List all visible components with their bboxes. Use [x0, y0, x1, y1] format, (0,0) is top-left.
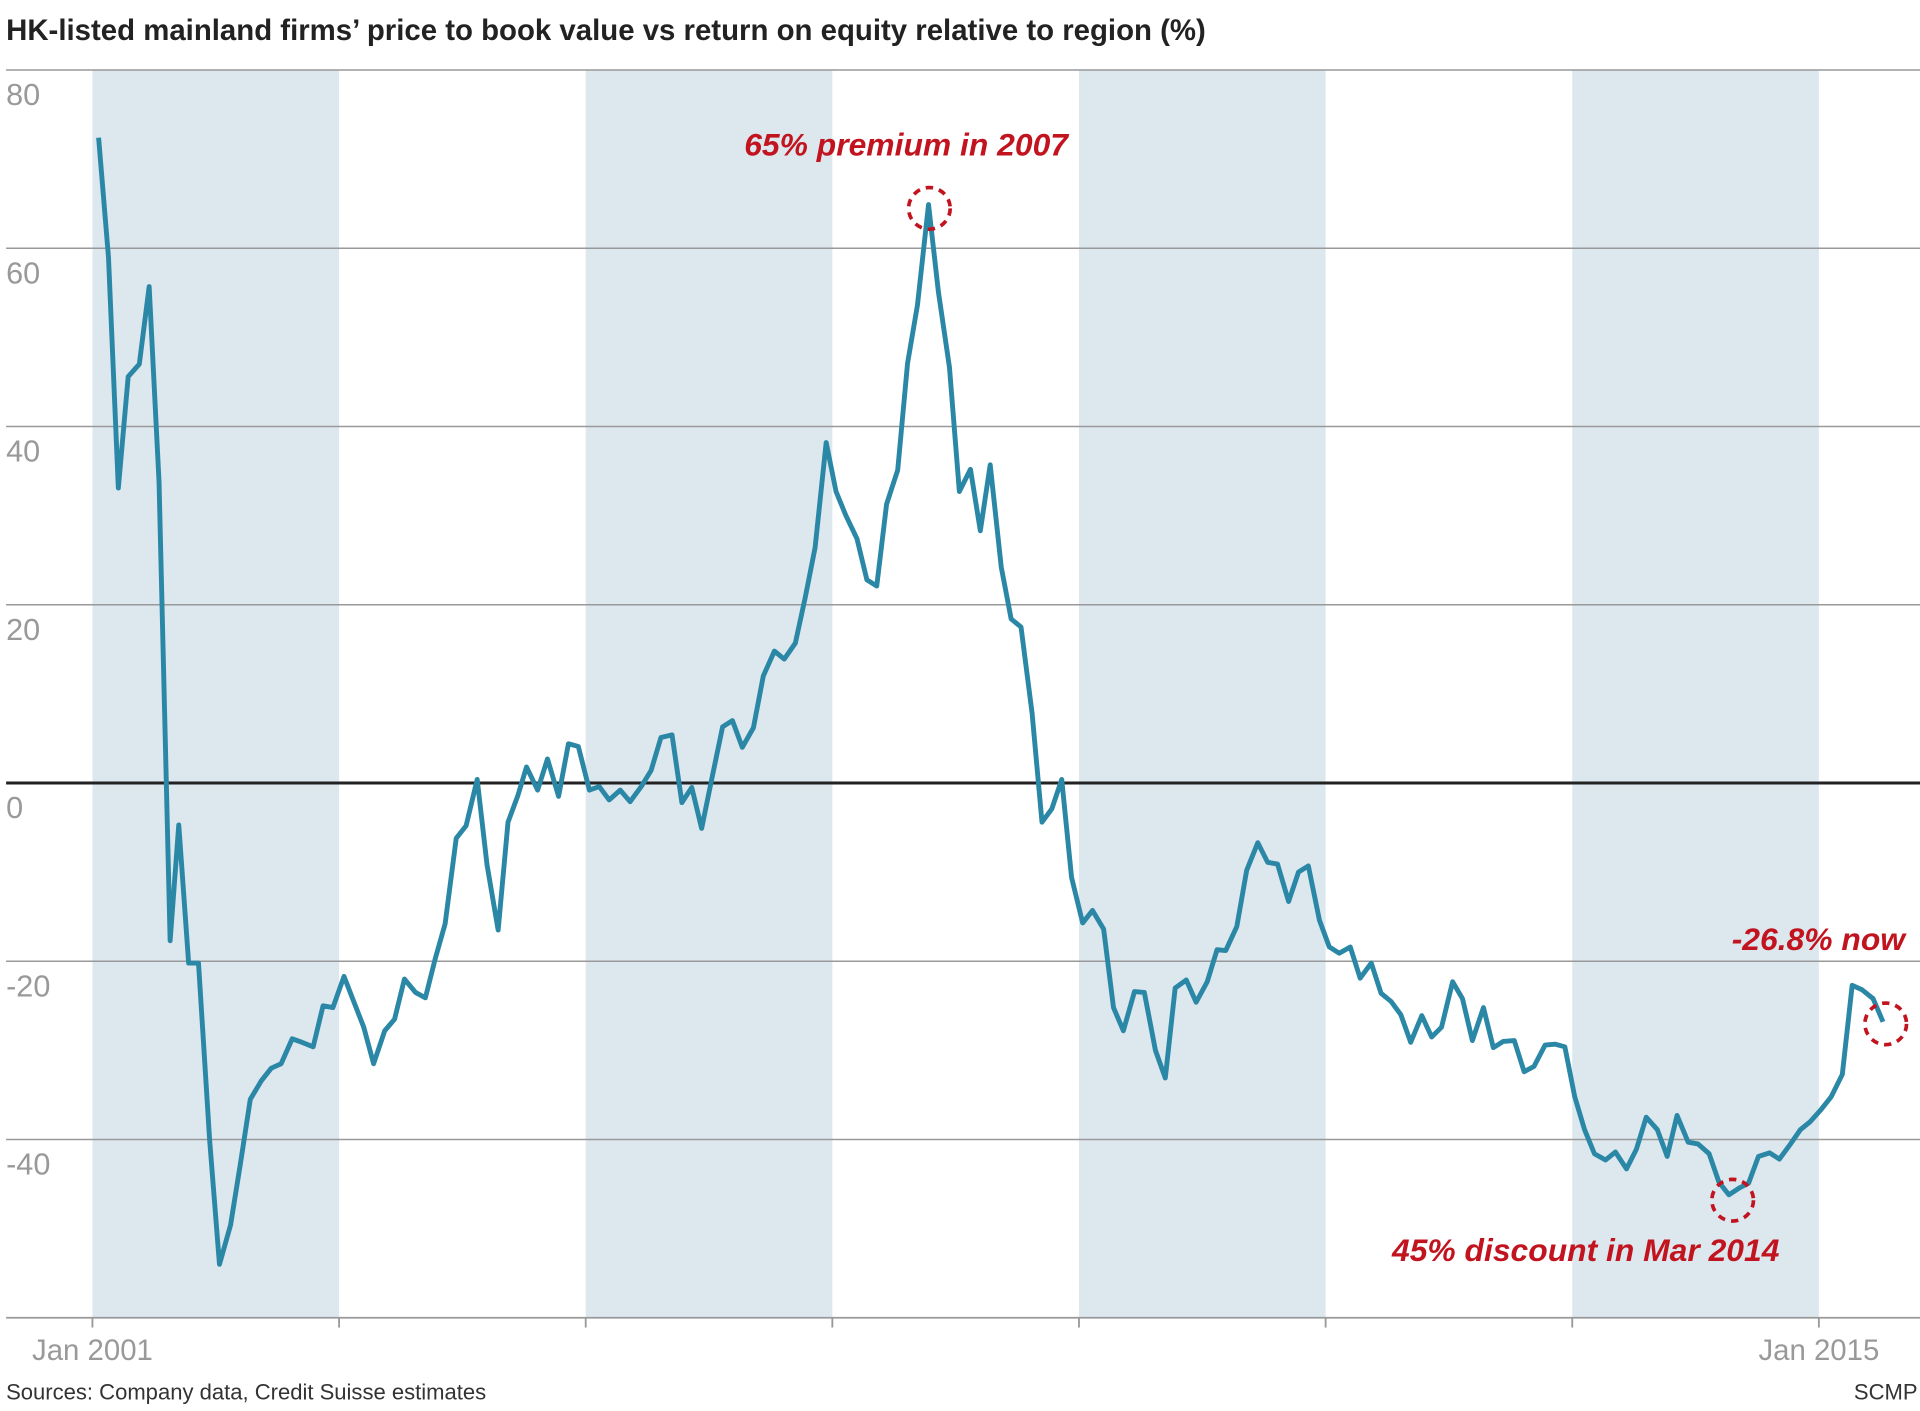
annotation: 45% discount in Mar 2014 — [1391, 1232, 1780, 1268]
y-tick-label: -20 — [6, 969, 50, 1003]
shaded-band — [1078, 69, 1326, 1318]
source-note: Sources: Company data, Credit Suisse est… — [6, 1379, 486, 1404]
chart-title: HK-listed mainland firms’ price to book … — [6, 14, 1206, 47]
credit: SCMP — [1854, 1379, 1918, 1404]
shaded-bands — [92, 69, 1819, 1318]
shaded-band — [92, 69, 340, 1318]
y-tick-label: 40 — [6, 435, 40, 469]
annotation: -26.8% now — [1732, 921, 1908, 957]
y-tick-label: -40 — [6, 1148, 50, 1182]
data-line — [96, 137, 1886, 1267]
shaded-band — [1572, 69, 1819, 1318]
y-tick-label: 0 — [6, 791, 23, 825]
x-tick-label: Jan 2001 — [32, 1334, 153, 1367]
annotation-marker — [1710, 1177, 1756, 1223]
y-tick-label: 60 — [6, 256, 40, 290]
shaded-band — [585, 69, 833, 1318]
annotation-marker — [1863, 1001, 1909, 1047]
y-tick-label: 20 — [6, 613, 40, 647]
annotation-marker — [906, 185, 953, 232]
annotation: 65% premium in 2007 — [744, 127, 1069, 163]
x-tick-label: Jan 2015 — [1758, 1334, 1879, 1367]
y-tick-label: 80 — [6, 78, 40, 112]
